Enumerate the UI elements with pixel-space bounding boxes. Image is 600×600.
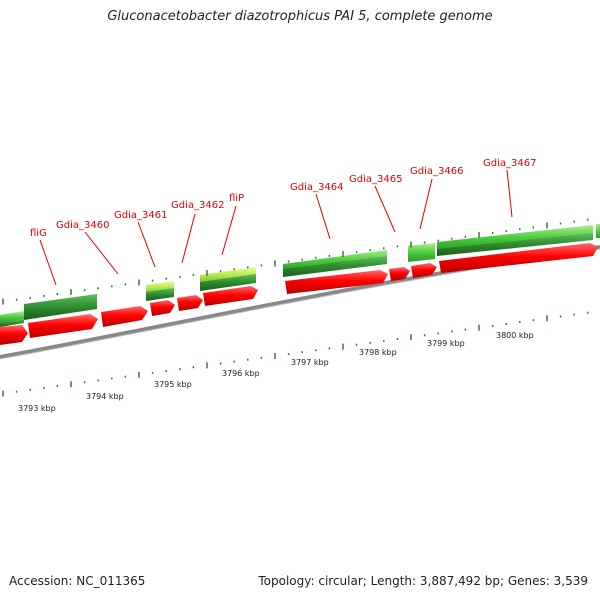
gene-labels: fliG Gdia_3460 Gdia_3461 Gdia_3462 fliP … [30,158,536,239]
kbp-label: 3796 kbp [222,369,260,378]
gene-arrow [101,306,148,327]
kbp-label: 3800 kbp [496,331,534,340]
gene-label: Gdia_3466 [410,166,463,177]
upper-tick-row [2,218,589,305]
gene-arrow [203,286,258,306]
kbp-label: 3793 kbp [18,404,56,413]
gene-label: Gdia_3462 [171,200,224,211]
map-title: Gluconacetobacter diazotrophicus PAI 5, … [107,9,493,24]
gene-arrow [150,300,175,316]
kbp-label: 3794 kbp [86,392,124,401]
gene-leader-lines [39,169,513,286]
gene-label: Gdia_3461 [114,210,167,221]
gene-label: Gdia_3467 [483,158,536,169]
kbp-label: 3795 kbp [154,380,192,389]
gene-label: Gdia_3460 [56,220,109,231]
gene-label: Gdia_3464 [290,182,343,193]
cds-blocks [0,224,600,327]
gene-arrow [439,243,598,273]
kbp-label: 3797 kbp [291,358,329,367]
scale-labels: 3793 kbp 3794 kbp 3795 kbp 3796 kbp 3797… [18,331,534,413]
gene-arrow [411,263,437,278]
forward-genes [0,243,598,345]
gene-label: Gdia_3465 [349,174,402,185]
gene-label: fliG [30,228,47,239]
gene-arrow [285,270,388,294]
gene-arrow [177,295,203,311]
gene-label: fliP [229,193,244,204]
scale-tick-row [2,311,589,397]
accession-label: Accession: NC_011365 [9,574,146,588]
kbp-label: 3798 kbp [359,348,397,357]
gene-arrow [28,314,98,338]
gene-arrow [389,267,410,281]
kbp-label: 3799 kbp [427,339,465,348]
genome-summary: Topology: circular; Length: 3,887,492 bp… [258,574,588,588]
gene-arrow [0,325,28,345]
